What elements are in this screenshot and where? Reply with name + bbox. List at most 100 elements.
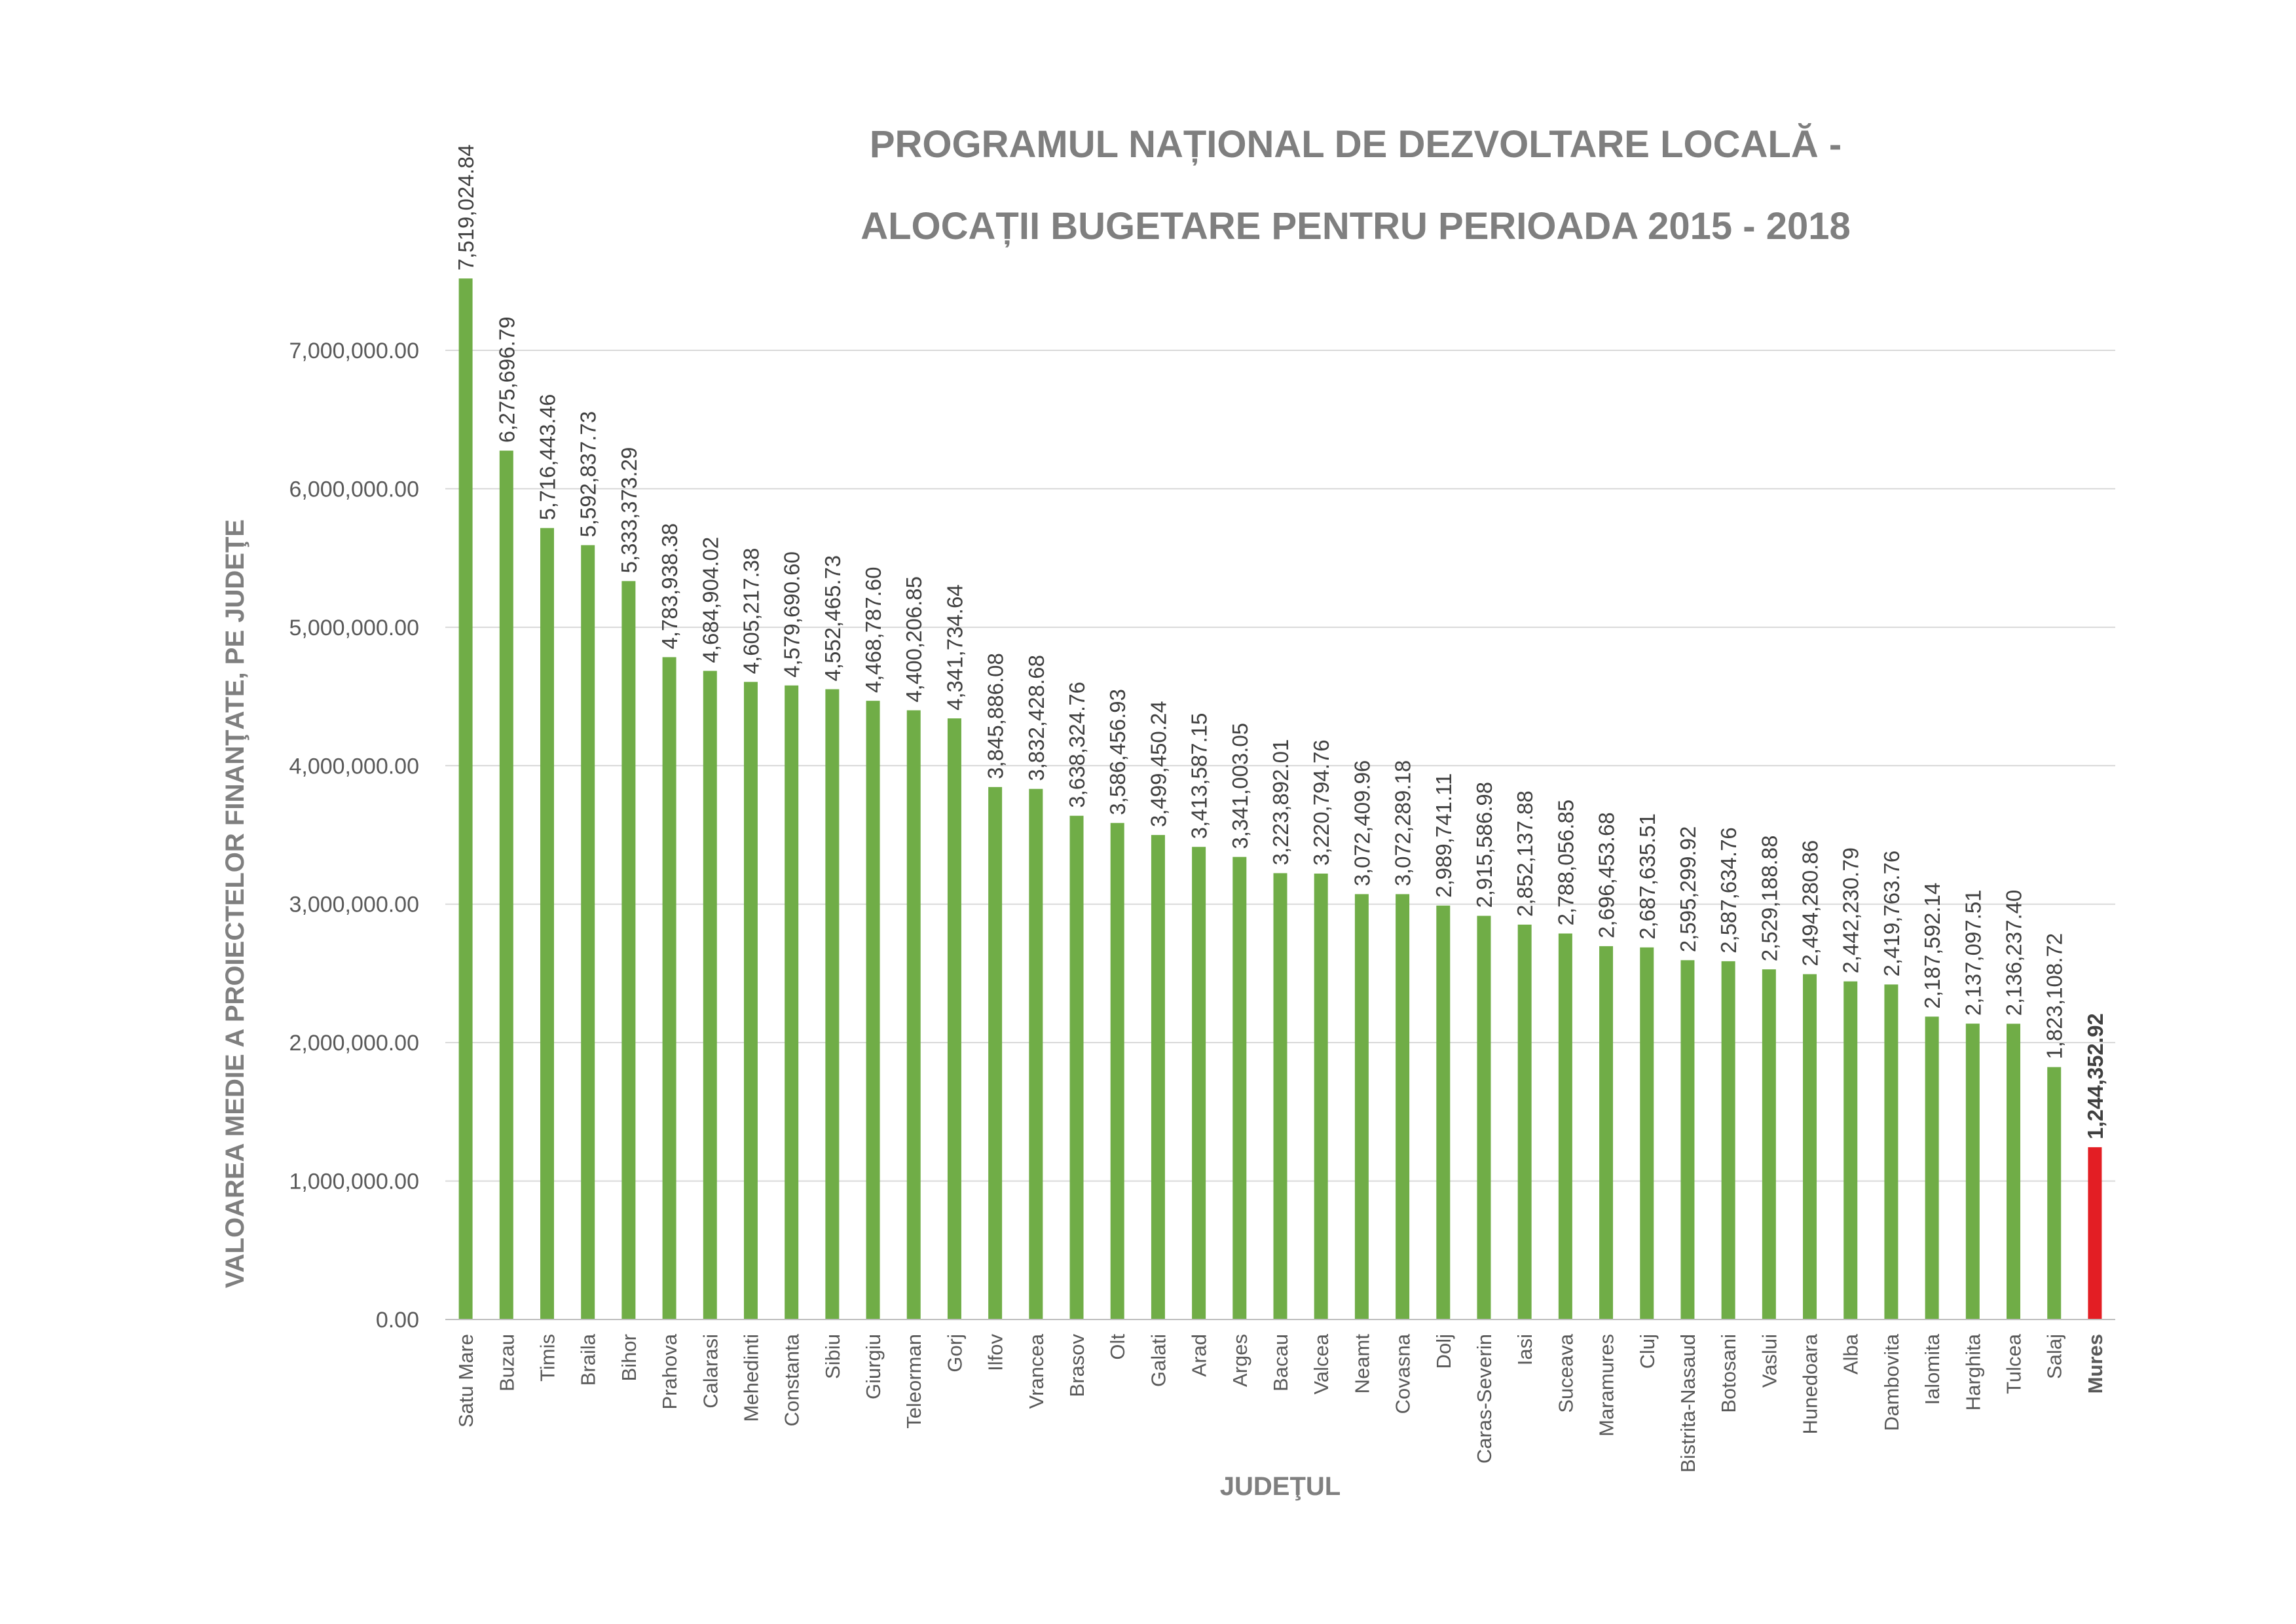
category-label: Arad xyxy=(1188,1334,1211,1376)
data-label: 2,587,634.76 xyxy=(1716,827,1741,953)
data-label: 2,494,280.86 xyxy=(1798,840,1823,967)
y-tick-label: 7,000,000.00 xyxy=(289,339,419,363)
category-label: Gorj xyxy=(943,1334,966,1373)
data-label: 2,687,635.51 xyxy=(1635,813,1659,940)
bar-gorj xyxy=(947,718,961,1320)
category-label: Teleorman xyxy=(902,1334,925,1429)
category-label: Bacau xyxy=(1269,1334,1292,1392)
bar-vrancea xyxy=(1029,788,1043,1320)
category-label: Valcea xyxy=(1310,1333,1333,1394)
data-label: 2,442,230.79 xyxy=(1839,847,1863,974)
data-label: 3,220,794.76 xyxy=(1309,739,1333,866)
bar-teleorman xyxy=(906,710,921,1320)
data-label: 2,788,056.85 xyxy=(1553,800,1578,926)
data-label: 4,605,217.38 xyxy=(739,548,763,674)
category-label: Galati xyxy=(1147,1334,1170,1387)
bar-bistrita-nasaud xyxy=(1680,960,1695,1320)
data-label: 1,244,352.92 xyxy=(2083,1013,2107,1139)
category-label: Constanta xyxy=(781,1333,804,1426)
bar-covasna xyxy=(1396,894,1410,1320)
y-tick-label: 5,000,000.00 xyxy=(289,616,419,640)
bar-cluj xyxy=(1640,947,1654,1320)
data-label: 2,137,097.51 xyxy=(1961,889,1985,1016)
category-label: Neamt xyxy=(1350,1334,1373,1394)
data-label: 2,696,453.68 xyxy=(1595,812,1619,938)
category-label: Buzau xyxy=(495,1334,518,1392)
data-labels: 7,519,024.84 6,275,696.79 5,716,443.46 5,59… xyxy=(454,145,2107,1139)
bar-suceava xyxy=(1558,933,1572,1320)
category-label: Tulcea xyxy=(2003,1333,2026,1394)
category-label: Iasi xyxy=(1513,1334,1536,1365)
chart-title-line1: PROGRAMUL NAȚIONAL DE DEZVOLTARE LOCALĂ … xyxy=(870,123,1842,166)
data-label: 7,519,024.84 xyxy=(454,145,478,271)
category-label: Ilfov xyxy=(984,1334,1007,1371)
bar-valcea xyxy=(1314,874,1328,1320)
bar-calarasi xyxy=(703,671,717,1320)
data-label: 3,341,003.05 xyxy=(1228,723,1252,849)
category-label: Timis xyxy=(536,1334,559,1382)
category-label: Ialomita xyxy=(1921,1333,1944,1405)
y-tick-label: 3,000,000.00 xyxy=(289,893,419,917)
x-axis-categories: Satu Mare Buzau Timis Braila Bihor Prahova Cal… xyxy=(454,1333,2107,1473)
bar-bacau xyxy=(1273,873,1287,1320)
y-tick-label: 2,000,000.00 xyxy=(289,1031,419,1056)
y-tick-label: 0.00 xyxy=(376,1308,419,1333)
data-label: 2,989,741.11 xyxy=(1432,773,1456,898)
chart-title-line2: ALOCAȚII BUGETARE PENTRU PERIOADA 2015 -… xyxy=(861,205,1851,248)
bar-timis xyxy=(540,528,554,1320)
category-label: Prahova xyxy=(658,1333,681,1409)
category-label: Olt xyxy=(1106,1334,1129,1360)
data-label: 4,783,938.38 xyxy=(657,523,682,650)
data-label: 2,595,299.92 xyxy=(1676,826,1700,953)
category-label: Bistrita-Nasaud xyxy=(1676,1334,1699,1473)
data-label: 4,552,465.73 xyxy=(821,555,845,682)
data-label: 5,592,837.73 xyxy=(576,411,601,538)
category-label: Vrancea xyxy=(1025,1333,1048,1409)
y-tick-label: 1,000,000.00 xyxy=(289,1170,419,1194)
bar-alba xyxy=(1843,981,1858,1320)
y-tick-label: 4,000,000.00 xyxy=(289,754,419,779)
category-label: Brasov xyxy=(1065,1334,1088,1397)
bar-galati xyxy=(1151,835,1165,1320)
category-label: Arges xyxy=(1229,1334,1251,1387)
category-label: Hunedoara xyxy=(1799,1333,1822,1434)
data-label: 4,579,690.60 xyxy=(780,551,804,678)
bar-iasi xyxy=(1517,924,1532,1320)
data-label: 5,333,373.29 xyxy=(617,447,641,574)
category-label: Harghita xyxy=(1961,1333,1984,1411)
bar-mehedinti xyxy=(743,682,758,1320)
category-label: Dambovita xyxy=(1880,1333,1903,1431)
data-label: 4,341,734.64 xyxy=(942,584,967,710)
data-label: 3,072,409.96 xyxy=(1350,760,1374,887)
bar-botosani xyxy=(1721,961,1735,1320)
data-label: 3,072,289.18 xyxy=(1391,760,1415,887)
data-label: 2,419,763.76 xyxy=(1879,851,1904,977)
bar-giurgiu xyxy=(866,701,880,1320)
bar-constanta xyxy=(785,685,799,1320)
category-label: Vaslui xyxy=(1758,1334,1781,1388)
bar-dolj xyxy=(1436,905,1451,1320)
bar-dambovita xyxy=(1884,984,1898,1320)
data-label: 6,275,696.79 xyxy=(494,316,519,443)
bar-arad xyxy=(1192,847,1206,1320)
bar-mures xyxy=(2088,1147,2102,1320)
data-label: 4,400,206.85 xyxy=(902,576,926,703)
bar-bihor xyxy=(621,581,636,1320)
y-tick-label: 6,000,000.00 xyxy=(289,477,419,502)
data-label: 1,823,108.72 xyxy=(2043,933,2067,1060)
bars xyxy=(458,278,2102,1320)
bar-vaslui xyxy=(1762,969,1776,1320)
x-axis-title: JUDEŢUL xyxy=(1220,1472,1341,1501)
data-label: 4,468,787.60 xyxy=(861,566,885,693)
category-label: Caras-Severin xyxy=(1473,1334,1496,1464)
category-label: Mehedinti xyxy=(739,1334,762,1422)
bar-prahova xyxy=(662,657,676,1320)
data-label: 5,716,443.46 xyxy=(535,394,559,521)
category-label: Calarasi xyxy=(699,1334,722,1409)
category-label: Cluj xyxy=(1636,1334,1659,1369)
bar-ilfov xyxy=(988,786,1003,1320)
data-label: 2,136,237.40 xyxy=(2002,890,2026,1016)
bar-arges xyxy=(1232,857,1247,1320)
category-label: Sibiu xyxy=(821,1334,844,1379)
